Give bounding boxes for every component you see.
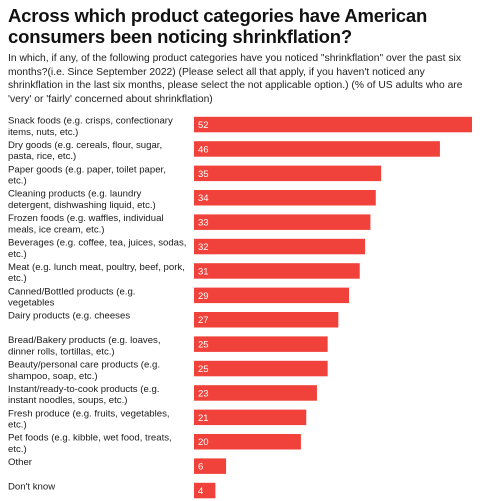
- category-label-line: etc.): [8, 444, 27, 455]
- value-label-12: 21: [198, 413, 209, 424]
- value-label-13: 20: [198, 437, 209, 448]
- value-label-6: 31: [198, 266, 209, 277]
- category-label-4: Frozen foods (e.g. waffles, individual me…: [8, 213, 164, 235]
- category-label-0: Snack foods (e.g. crisps, confectionary i…: [8, 116, 173, 138]
- category-label-line: dinner rolls, tortillas, etc.): [8, 346, 115, 357]
- category-label-line: Beverages (e.g. coffee, tea, juices, sod…: [8, 238, 186, 249]
- value-label-14: 6: [198, 462, 203, 473]
- value-label-11: 23: [198, 388, 209, 399]
- bar-6: [194, 263, 360, 279]
- category-label-line: Dairy products (e.g. cheeses: [8, 311, 130, 322]
- category-label-line: Other: [8, 457, 33, 468]
- category-label-line: items, nuts, etc.): [8, 127, 78, 138]
- category-label-line: Fresh produce (e.g. fruits, vegetables,: [8, 408, 170, 419]
- category-label-12: Fresh produce (e.g. fruits, vegetables, e…: [8, 408, 170, 430]
- category-label-6: Meat (e.g. lunch meat, poultry, beef, po…: [8, 262, 185, 284]
- category-label-line: Beauty/personal care products (e.g.: [8, 360, 160, 371]
- category-label-1: Dry goods (e.g. cereals, flour, sugar, pa…: [8, 140, 162, 162]
- category-label-line: Frozen foods (e.g. waffles, individual: [8, 213, 164, 224]
- value-label-5: 32: [198, 242, 209, 253]
- category-label-line: detergent, dishwashing liquid, etc.): [8, 200, 156, 211]
- value-label-15: 4: [198, 486, 203, 497]
- category-label-11: Instant/ready-to-cook products (e.g. inst…: [8, 384, 159, 406]
- category-label-line: Canned/Bottled products (e.g.: [8, 286, 135, 297]
- value-label-2: 35: [198, 169, 209, 180]
- value-label-8: 27: [198, 315, 209, 326]
- value-label-10: 25: [198, 364, 209, 375]
- category-label-5: Beverages (e.g. coffee, tea, juices, sod…: [8, 238, 186, 260]
- bar-12: [194, 409, 307, 426]
- value-label-9: 25: [198, 340, 209, 351]
- bar-3: [194, 190, 376, 206]
- category-label-line: Dry goods (e.g. cereals, flour, sugar,: [8, 140, 162, 151]
- category-label-2: Paper goods (e.g. paper, toilet paper, et…: [8, 164, 166, 186]
- category-label-line: pasta, rice, etc.): [8, 151, 76, 162]
- value-label-4: 33: [198, 218, 209, 229]
- category-label-7: Canned/Bottled products (e.g. vegetables: [8, 286, 135, 308]
- category-label-line: shampoo, soap, etc.): [8, 371, 98, 382]
- category-label-line: Meat (e.g. lunch meat, poultry, beef, po…: [8, 262, 185, 273]
- category-label-line: vegetables: [8, 298, 55, 309]
- category-label-13: Pet foods (e.g. kibble, wet food, treats…: [8, 433, 172, 455]
- bar-14: [194, 458, 227, 474]
- category-label-3: Cleaning products (e.g. laundry detergent…: [8, 189, 156, 211]
- bar-13: [194, 434, 301, 450]
- category-label-10: Beauty/personal care products (e.g. shamp…: [8, 360, 160, 382]
- chart-subtitle: In which, if any, of the following produ…: [8, 53, 463, 105]
- category-label-line: etc.): [8, 420, 27, 431]
- category-label-line: Bread/Bakery products (e.g. loaves,: [8, 335, 161, 346]
- category-label-line: etc.): [8, 273, 27, 284]
- bar-9: [194, 336, 328, 352]
- bar-7: [194, 287, 350, 304]
- value-label-1: 46: [198, 144, 209, 155]
- category-label-15: Don't know: [8, 482, 55, 493]
- category-label-line: Snack foods (e.g. crisps, confectionary: [8, 116, 173, 127]
- bar-1: [194, 141, 440, 157]
- category-label-line: Instant/ready-to-cook products (e.g.: [8, 384, 159, 395]
- category-label-line: etc.): [8, 176, 27, 187]
- category-label-line: Don't know: [8, 482, 55, 493]
- bar-2: [194, 165, 382, 182]
- bar-15: [194, 482, 216, 499]
- category-label-line: Cleaning products (e.g. laundry: [8, 189, 142, 200]
- bar-4: [194, 214, 371, 230]
- value-label-3: 34: [198, 193, 209, 204]
- category-label-line: Paper goods (e.g. paper, toilet paper,: [8, 164, 166, 175]
- bar-11: [194, 385, 317, 401]
- bar-10: [194, 360, 328, 377]
- category-label-9: Bread/Bakery products (e.g. loaves, dinne…: [8, 335, 161, 357]
- category-label-14: Other: [8, 457, 33, 468]
- bar-5: [194, 238, 366, 255]
- category-label-line: etc.): [8, 249, 27, 260]
- category-label-line: Pet foods (e.g. kibble, wet food, treats…: [8, 433, 172, 444]
- category-label-8: Dairy products (e.g. cheeses: [8, 311, 130, 322]
- bar-8: [194, 312, 339, 328]
- bar-0: [194, 116, 472, 133]
- value-label-7: 29: [198, 291, 209, 302]
- value-label-0: 52: [198, 120, 209, 131]
- category-label-line: meals, ice cream, etc.): [8, 224, 105, 235]
- chart-title: Across which product categories have Ame…: [8, 5, 428, 47]
- category-label-line: instant noodles, soups, etc.): [8, 395, 127, 406]
